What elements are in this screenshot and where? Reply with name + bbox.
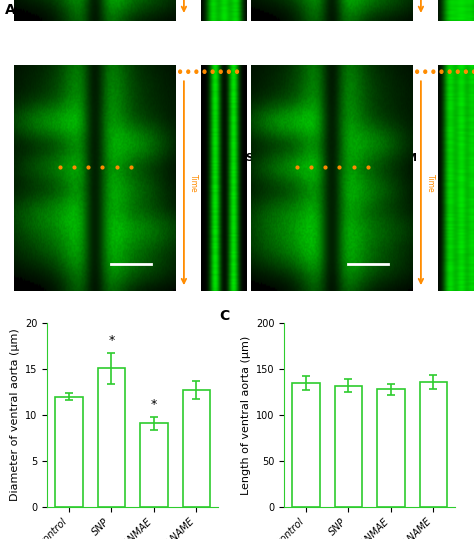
Text: *: * — [151, 398, 157, 411]
Text: SNP 10 mM: SNP 10 mM — [61, 153, 128, 163]
Text: Time: Time — [426, 174, 435, 192]
Text: Time: Time — [189, 174, 198, 192]
Y-axis label: Length of ventral aorta (μm): Length of ventral aorta (μm) — [241, 335, 251, 495]
Y-axis label: Diameter of ventral aorta (μm): Diameter of ventral aorta (μm) — [10, 329, 20, 501]
Text: *: * — [109, 334, 115, 347]
Bar — [292, 383, 320, 507]
Bar — [140, 423, 168, 507]
Text: control: control — [74, 2, 116, 12]
Text: SNP 10 mM + L-NAME 10 mM: SNP 10 mM + L-NAME 10 mM — [246, 153, 417, 163]
Text: A: A — [5, 3, 16, 17]
Text: L-NAME 10 mM: L-NAME 10 mM — [288, 2, 376, 12]
Bar — [98, 368, 125, 507]
Bar — [182, 390, 210, 507]
Bar — [377, 389, 405, 507]
Text: C: C — [219, 309, 230, 323]
Bar — [335, 386, 362, 507]
Bar — [55, 397, 83, 507]
Bar — [419, 382, 447, 507]
